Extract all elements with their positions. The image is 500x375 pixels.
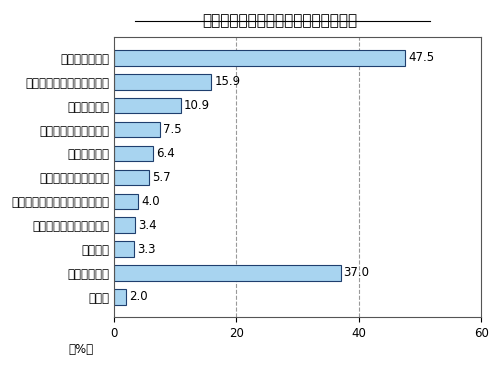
Bar [114, 217, 135, 233]
Text: 5.7: 5.7 [152, 171, 171, 184]
Bar [114, 170, 149, 185]
Bar [114, 98, 180, 113]
Text: 10.9: 10.9 [184, 99, 210, 112]
Bar [114, 242, 134, 257]
Text: 3.3: 3.3 [137, 243, 156, 256]
Text: 47.5: 47.5 [408, 51, 434, 64]
Bar [114, 122, 160, 137]
Text: 7.5: 7.5 [163, 123, 182, 136]
Text: 3.4: 3.4 [138, 219, 156, 232]
Bar [114, 146, 153, 161]
Bar [114, 194, 138, 209]
Text: 2.0: 2.0 [130, 290, 148, 303]
Text: トマトケチャップの効能・特徴の認知: トマトケチャップの効能・特徴の認知 [202, 13, 358, 28]
Bar [114, 289, 126, 304]
Bar [114, 50, 405, 66]
Bar [114, 265, 340, 281]
Text: 6.4: 6.4 [156, 147, 175, 160]
Text: 15.9: 15.9 [214, 75, 240, 88]
Text: 4.0: 4.0 [142, 195, 160, 208]
Bar [114, 74, 212, 90]
X-axis label: （%）: （%） [68, 343, 94, 355]
Text: 37.0: 37.0 [344, 267, 369, 279]
